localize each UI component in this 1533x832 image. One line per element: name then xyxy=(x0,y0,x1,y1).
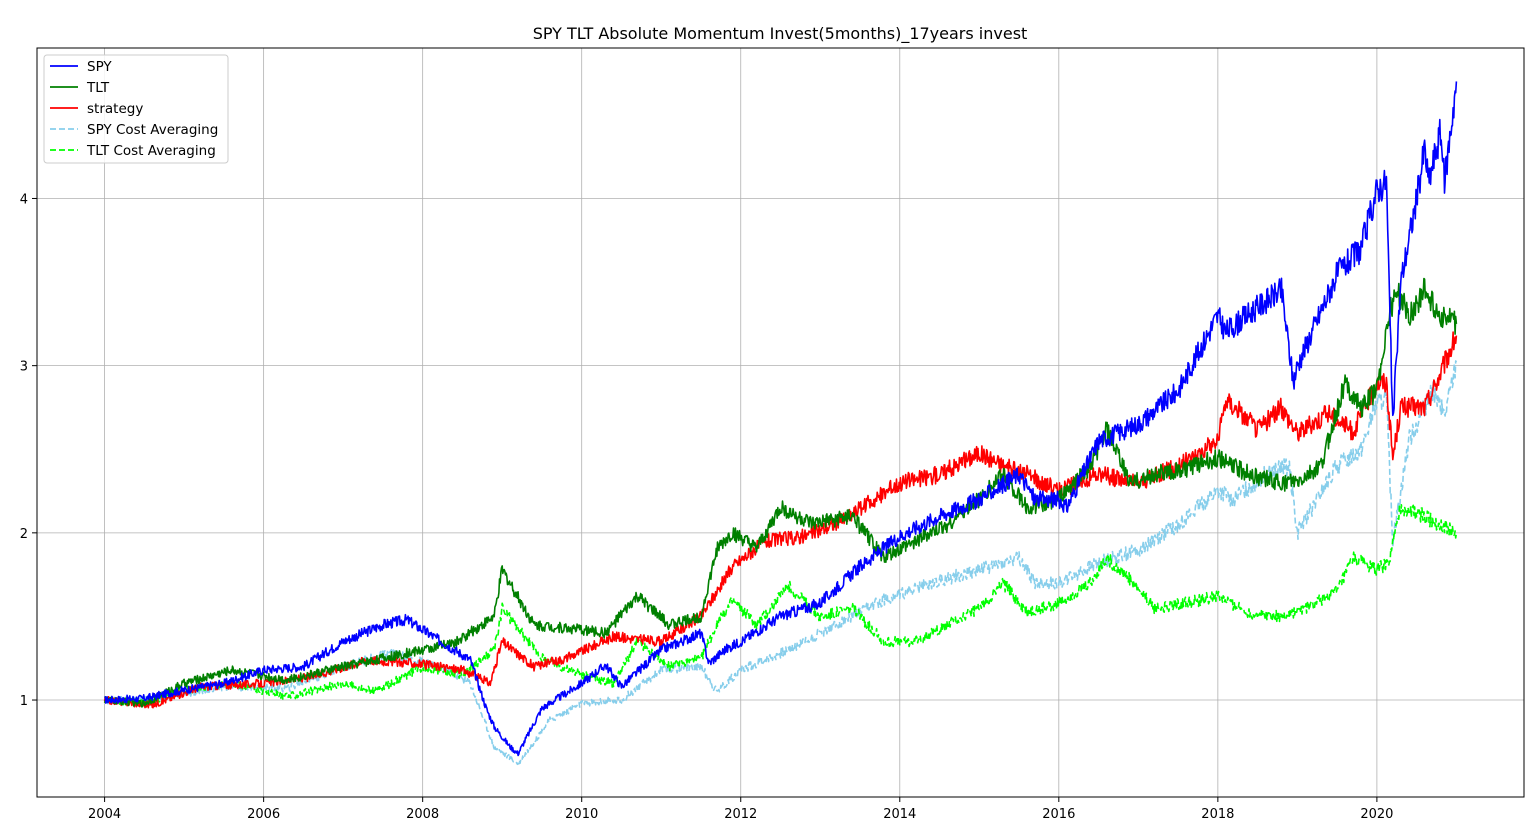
legend-label: strategy xyxy=(87,101,143,117)
y-tick-label: 2 xyxy=(20,527,28,542)
series-line-tlt-cost-averaging xyxy=(103,504,1458,708)
x-tick-label: 2014 xyxy=(883,807,916,822)
y-tick-label: 4 xyxy=(20,192,28,207)
series-line-spy xyxy=(104,81,1458,757)
y-tick-label: 1 xyxy=(20,694,28,709)
legend-label: TLT xyxy=(86,80,110,96)
x-tick-label: 2016 xyxy=(1042,807,1075,822)
legend-label: TLT Cost Averaging xyxy=(86,143,216,159)
x-tick-label: 2020 xyxy=(1360,807,1393,822)
series-lines xyxy=(103,81,1458,766)
series-line-spy-cost-averaging xyxy=(103,360,1458,766)
series-line-tlt xyxy=(103,277,1458,708)
plot-frame xyxy=(36,47,1525,798)
grid xyxy=(37,48,1524,797)
legend-label: SPY xyxy=(87,59,112,75)
x-tick-label: 2008 xyxy=(406,807,439,822)
y-tick-label: 3 xyxy=(20,360,28,375)
x-tick-label: 2010 xyxy=(565,807,598,822)
axis-ticks: 2004 2006 2008 2010 2012 2014 2016 2018 2020 1 2 3 4 xyxy=(20,192,1394,822)
chart-title: SPY TLT Absolute Momentum Invest(5months… xyxy=(533,24,1028,44)
legend-label: SPY Cost Averaging xyxy=(87,122,218,138)
x-tick-label: 2018 xyxy=(1201,807,1234,822)
x-tick-label: 2012 xyxy=(724,807,757,822)
legend: SPY TLT strategy SPY Cost Averaging TLT Cost… xyxy=(43,54,229,164)
legend-frame xyxy=(43,54,229,164)
x-tick-label: 2006 xyxy=(247,807,280,822)
x-tick-label: 2004 xyxy=(88,807,121,822)
